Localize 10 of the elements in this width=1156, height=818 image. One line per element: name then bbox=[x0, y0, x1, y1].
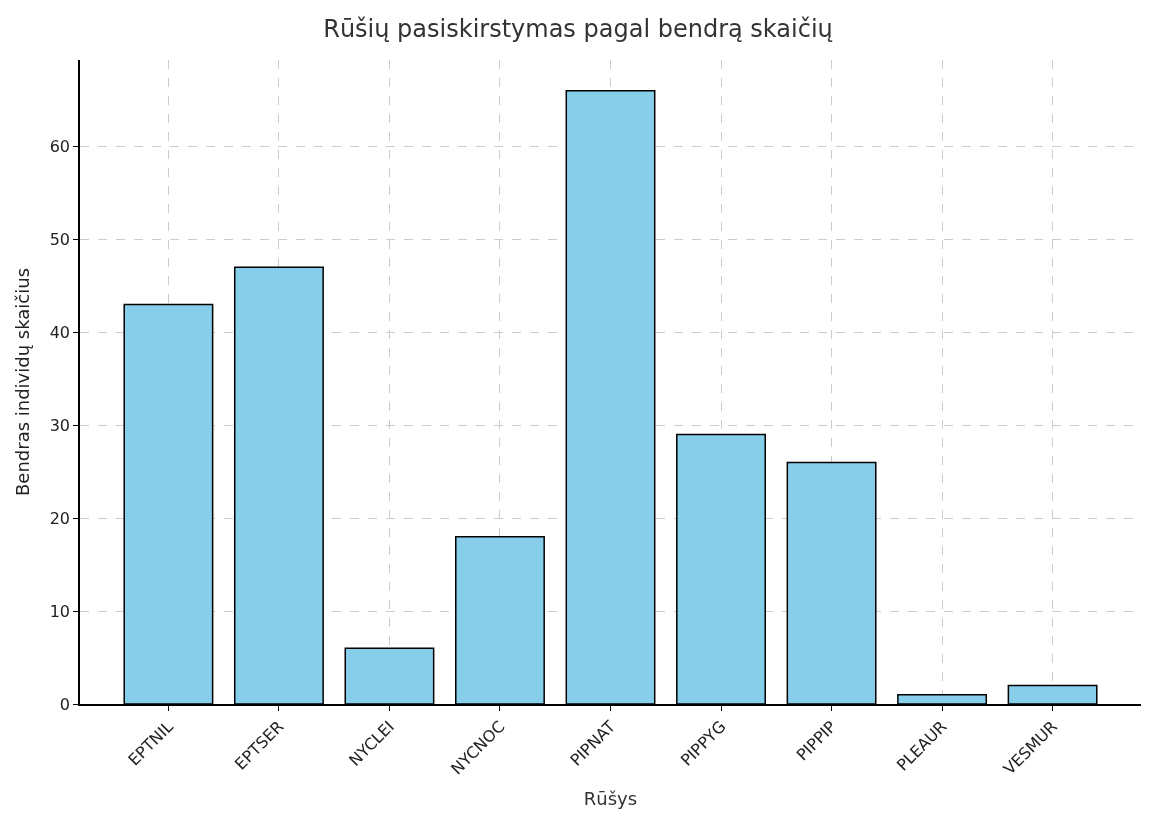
y-tick-label: 30 bbox=[49, 415, 71, 435]
x-axis-title: Rūšys bbox=[583, 788, 638, 810]
y-tick-label: 60 bbox=[49, 137, 71, 157]
y-tick-label: 0 bbox=[59, 694, 71, 714]
y-axis-title: Bendras individų skaičius bbox=[12, 267, 34, 497]
chart-title: Rūšių pasiskirstymas pagal bendrą skaičių bbox=[323, 15, 833, 44]
y-tick-label: 10 bbox=[49, 601, 71, 621]
y-tick-label: 20 bbox=[49, 508, 71, 528]
y-tick-label: 40 bbox=[49, 322, 71, 342]
y-tick-label: 50 bbox=[49, 229, 71, 249]
